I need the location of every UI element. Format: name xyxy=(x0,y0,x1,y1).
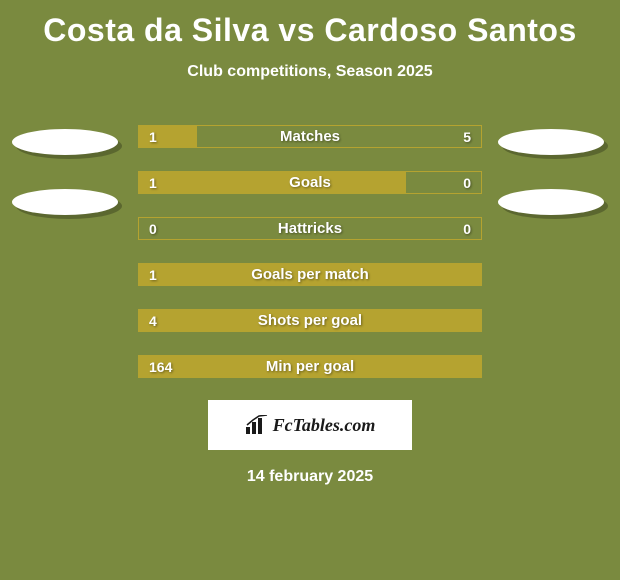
chart-icon xyxy=(245,415,269,435)
stat-bar-shots-per-goal: 4 Shots per goal xyxy=(138,309,482,332)
right-badges-col xyxy=(498,125,608,219)
stat-label: Shots per goal xyxy=(139,312,481,329)
stat-bar-hattricks: 0 Hattricks 0 xyxy=(138,217,482,240)
subtitle: Club competitions, Season 2025 xyxy=(0,63,620,81)
stat-value-right: 0 xyxy=(463,221,471,237)
logo-text: FcTables.com xyxy=(273,415,376,436)
stat-bar-goals: 1 Goals 0 xyxy=(138,171,482,194)
stat-value-right: 5 xyxy=(463,129,471,145)
stat-bars: 1 Matches 5 1 Goals 0 0 Hattricks 0 1 Go… xyxy=(138,125,482,378)
stat-label: Hattricks xyxy=(139,220,481,237)
player-badge-left-2 xyxy=(12,189,122,219)
page-title: Costa da Silva vs Cardoso Santos xyxy=(0,0,620,49)
stat-bar-goals-per-match: 1 Goals per match xyxy=(138,263,482,286)
player-badge-left-1 xyxy=(12,129,122,159)
stat-label: Goals per match xyxy=(139,266,481,283)
source-logo: FcTables.com xyxy=(208,400,412,450)
stat-bar-matches: 1 Matches 5 xyxy=(138,125,482,148)
comparison-panel: 1 Matches 5 1 Goals 0 0 Hattricks 0 1 Go… xyxy=(0,125,620,378)
left-badges-col xyxy=(12,125,122,219)
player-badge-right-1 xyxy=(498,129,608,159)
date-label: 14 february 2025 xyxy=(0,468,620,486)
stat-value-right: 0 xyxy=(463,175,471,191)
stat-label: Matches xyxy=(139,128,481,145)
player-badge-right-2 xyxy=(498,189,608,219)
stat-label: Goals xyxy=(139,174,481,191)
stat-label: Min per goal xyxy=(139,358,481,375)
stat-bar-min-per-goal: 164 Min per goal xyxy=(138,355,482,378)
